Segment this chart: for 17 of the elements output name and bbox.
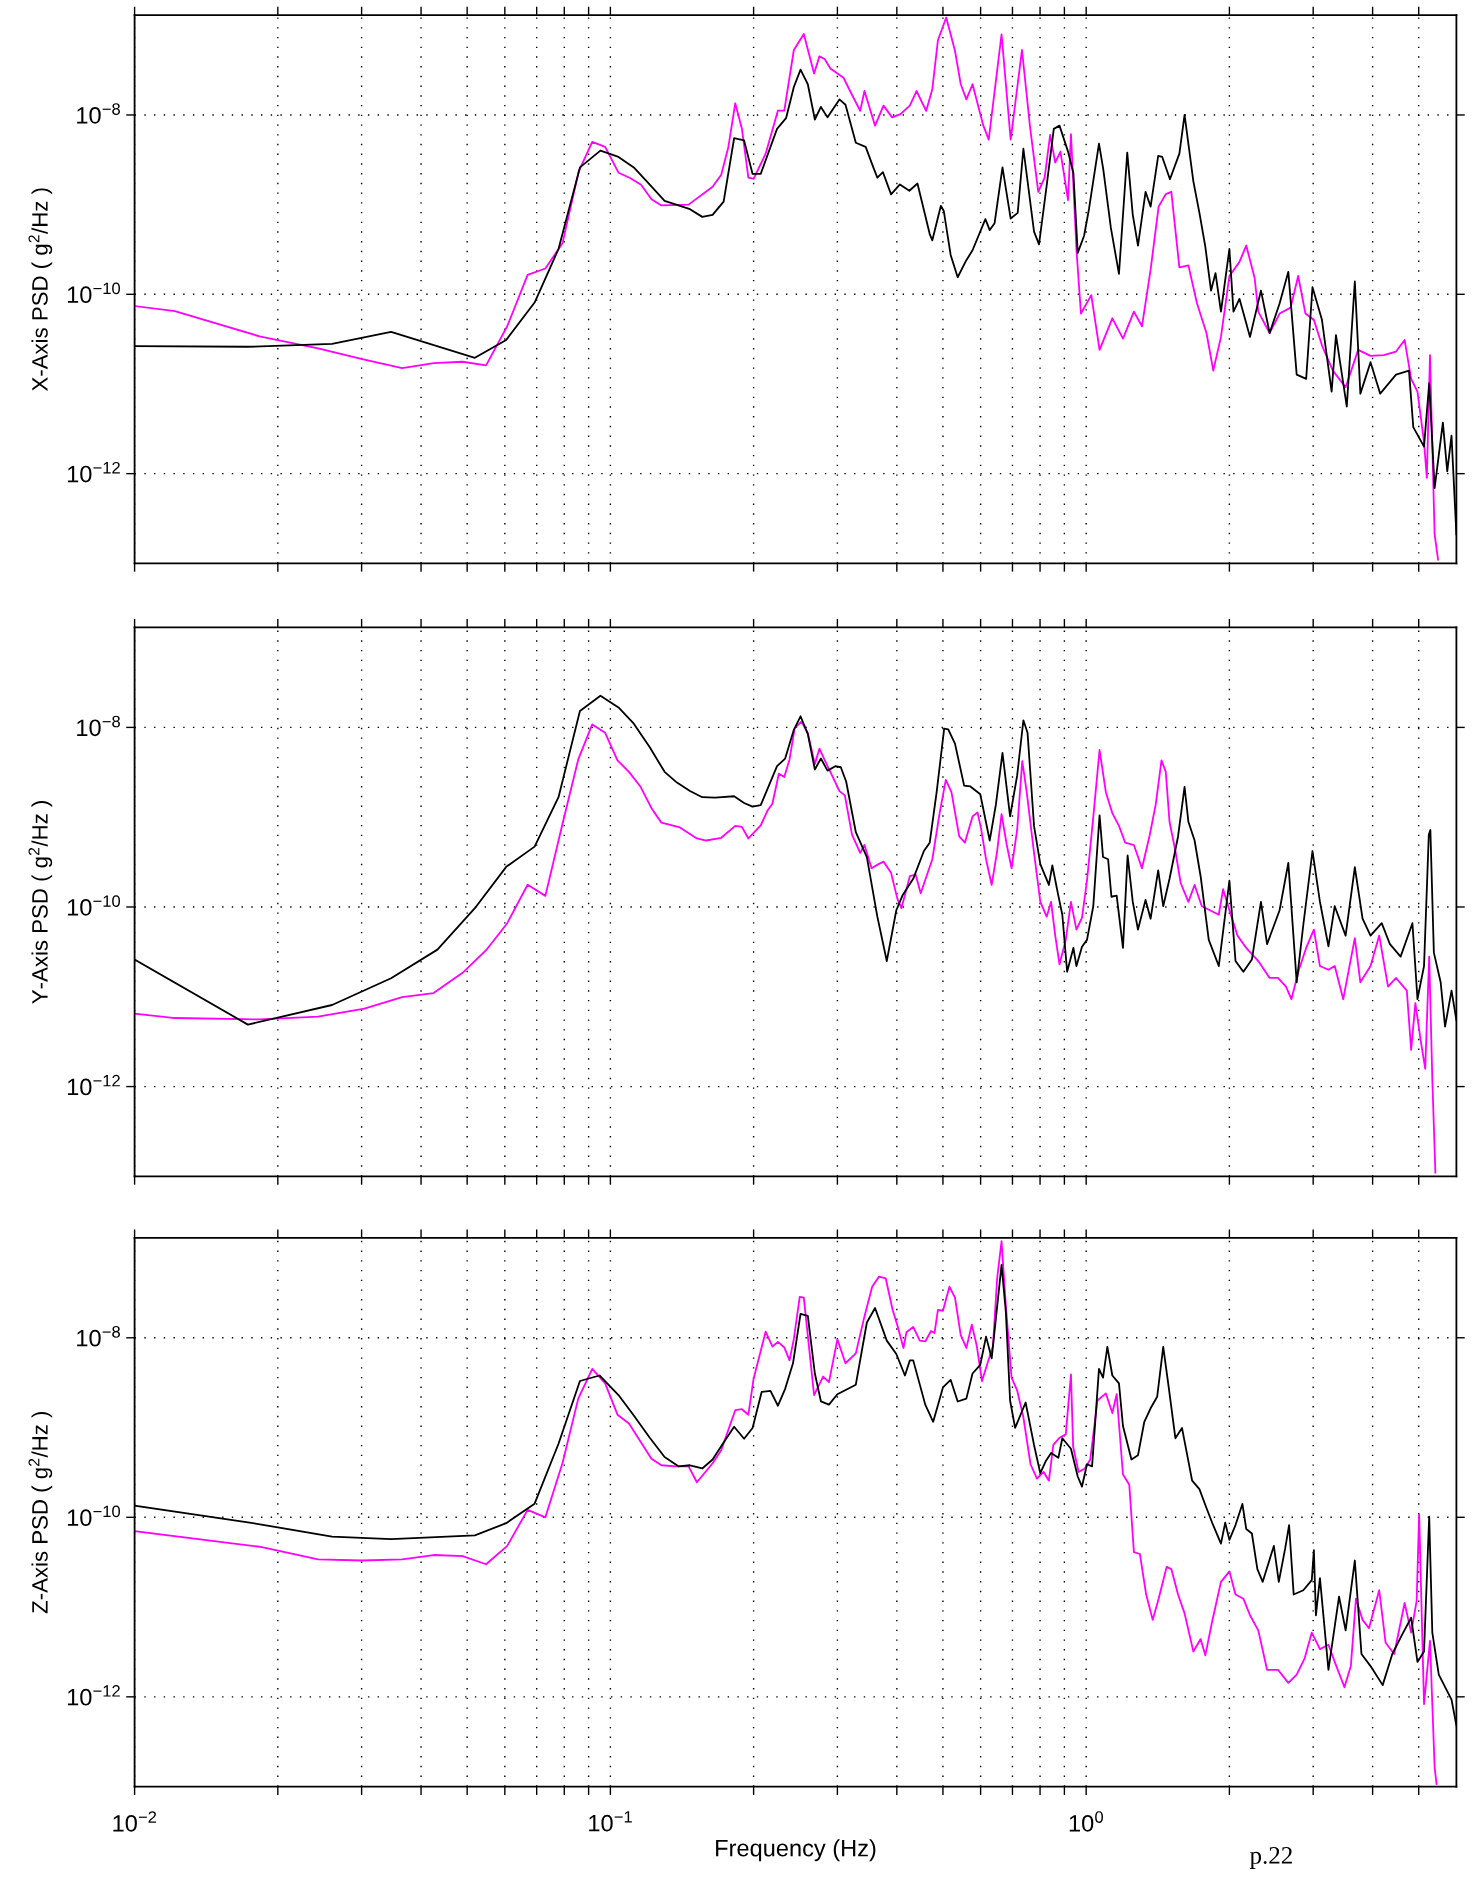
- x-axis-title: Frequency (Hz): [716, 1839, 876, 1862]
- y-tick-label: 10$^{−12}$: [67, 461, 120, 483]
- y-tick-label: 10$^{−8}$: [77, 103, 120, 124]
- y-tick-label: 10$^{−8}$: [77, 715, 120, 737]
- x-tick-label: 10$^{−2}$: [113, 1811, 157, 1832]
- y-axis-title: Y-Axis PSD ( g$^{2}$/Hz ): [28, 801, 53, 1004]
- y-tick-label: 10$^{−12}$: [67, 1074, 120, 1096]
- y-tick-label: 10$^{−8}$: [77, 1326, 120, 1347]
- x-tick-label: 10$^{0}$: [1069, 1811, 1104, 1832]
- y-axis-title: Z-Axis PSD ( g$^{2}$/Hz ): [28, 1411, 53, 1614]
- y-tick-label: 10$^{−12}$: [67, 1685, 120, 1706]
- y-tick-label: 10$^{−10}$: [67, 282, 121, 304]
- x-tick-label: 10$^{−1}$: [589, 1811, 632, 1832]
- y-tick-label: 10$^{−10}$: [67, 895, 121, 916]
- y-tick-label: 10$^{−10}$: [67, 1505, 121, 1527]
- text: p.22: [1249, 1847, 1292, 1869]
- y-axis-title: X-Axis PSD ( g$^{2}$/Hz ): [28, 188, 53, 392]
